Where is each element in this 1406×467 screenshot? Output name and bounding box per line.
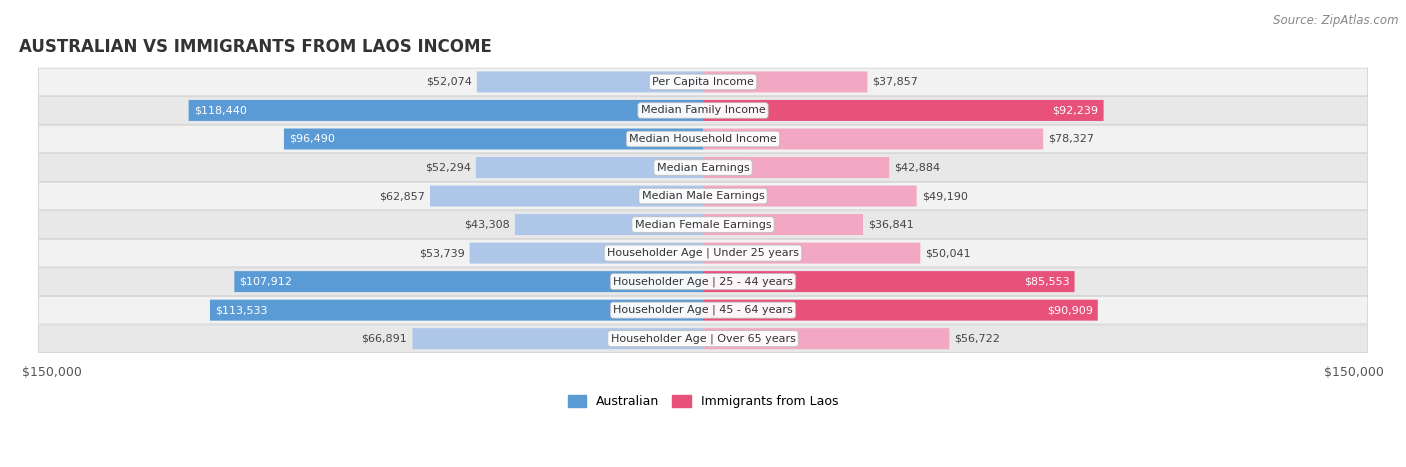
FancyBboxPatch shape [38, 97, 1368, 124]
Text: $78,327: $78,327 [1049, 134, 1094, 144]
Text: Householder Age | Over 65 years: Householder Age | Over 65 years [610, 333, 796, 344]
Text: $96,490: $96,490 [290, 134, 335, 144]
FancyBboxPatch shape [38, 68, 1368, 96]
Text: $42,884: $42,884 [894, 163, 941, 172]
FancyBboxPatch shape [412, 328, 703, 349]
FancyBboxPatch shape [209, 300, 703, 321]
FancyBboxPatch shape [38, 211, 1368, 238]
FancyBboxPatch shape [703, 157, 889, 178]
FancyBboxPatch shape [703, 185, 917, 206]
FancyBboxPatch shape [38, 154, 1368, 181]
FancyBboxPatch shape [477, 71, 703, 92]
Text: Median Earnings: Median Earnings [657, 163, 749, 172]
Text: Householder Age | Under 25 years: Householder Age | Under 25 years [607, 248, 799, 258]
Text: Median Household Income: Median Household Income [628, 134, 778, 144]
FancyBboxPatch shape [235, 271, 703, 292]
FancyBboxPatch shape [430, 185, 703, 206]
FancyBboxPatch shape [515, 214, 703, 235]
Text: $62,857: $62,857 [380, 191, 425, 201]
FancyBboxPatch shape [38, 296, 1368, 324]
FancyBboxPatch shape [703, 271, 1074, 292]
Text: $118,440: $118,440 [194, 106, 246, 115]
FancyBboxPatch shape [38, 268, 1368, 296]
Text: $36,841: $36,841 [869, 219, 914, 230]
FancyBboxPatch shape [703, 71, 868, 92]
FancyBboxPatch shape [38, 182, 1368, 210]
Text: $50,041: $50,041 [925, 248, 972, 258]
FancyBboxPatch shape [38, 239, 1368, 267]
FancyBboxPatch shape [475, 157, 703, 178]
Text: $56,722: $56,722 [955, 334, 1001, 344]
Text: Per Capita Income: Per Capita Income [652, 77, 754, 87]
Text: AUSTRALIAN VS IMMIGRANTS FROM LAOS INCOME: AUSTRALIAN VS IMMIGRANTS FROM LAOS INCOM… [20, 38, 492, 57]
FancyBboxPatch shape [188, 100, 703, 121]
Text: $85,553: $85,553 [1024, 276, 1070, 287]
Text: $43,308: $43,308 [464, 219, 510, 230]
FancyBboxPatch shape [284, 128, 703, 149]
Text: $113,533: $113,533 [215, 305, 267, 315]
Text: $107,912: $107,912 [239, 276, 292, 287]
Text: $37,857: $37,857 [873, 77, 918, 87]
Text: $66,891: $66,891 [361, 334, 408, 344]
Text: $49,190: $49,190 [922, 191, 967, 201]
Text: $90,909: $90,909 [1046, 305, 1092, 315]
FancyBboxPatch shape [470, 242, 703, 263]
FancyBboxPatch shape [703, 242, 921, 263]
Text: Median Male Earnings: Median Male Earnings [641, 191, 765, 201]
Text: Householder Age | 45 - 64 years: Householder Age | 45 - 64 years [613, 305, 793, 315]
Text: Householder Age | 25 - 44 years: Householder Age | 25 - 44 years [613, 276, 793, 287]
Legend: Australian, Immigrants from Laos: Australian, Immigrants from Laos [562, 390, 844, 413]
Text: Median Female Earnings: Median Female Earnings [634, 219, 772, 230]
Text: $53,739: $53,739 [419, 248, 464, 258]
Text: $52,074: $52,074 [426, 77, 471, 87]
FancyBboxPatch shape [703, 100, 1104, 121]
FancyBboxPatch shape [38, 325, 1368, 353]
Text: $92,239: $92,239 [1052, 106, 1098, 115]
Text: $52,294: $52,294 [425, 163, 471, 172]
Text: Source: ZipAtlas.com: Source: ZipAtlas.com [1274, 14, 1399, 27]
FancyBboxPatch shape [38, 125, 1368, 153]
FancyBboxPatch shape [703, 300, 1098, 321]
FancyBboxPatch shape [703, 214, 863, 235]
FancyBboxPatch shape [703, 128, 1043, 149]
Text: Median Family Income: Median Family Income [641, 106, 765, 115]
FancyBboxPatch shape [703, 328, 949, 349]
